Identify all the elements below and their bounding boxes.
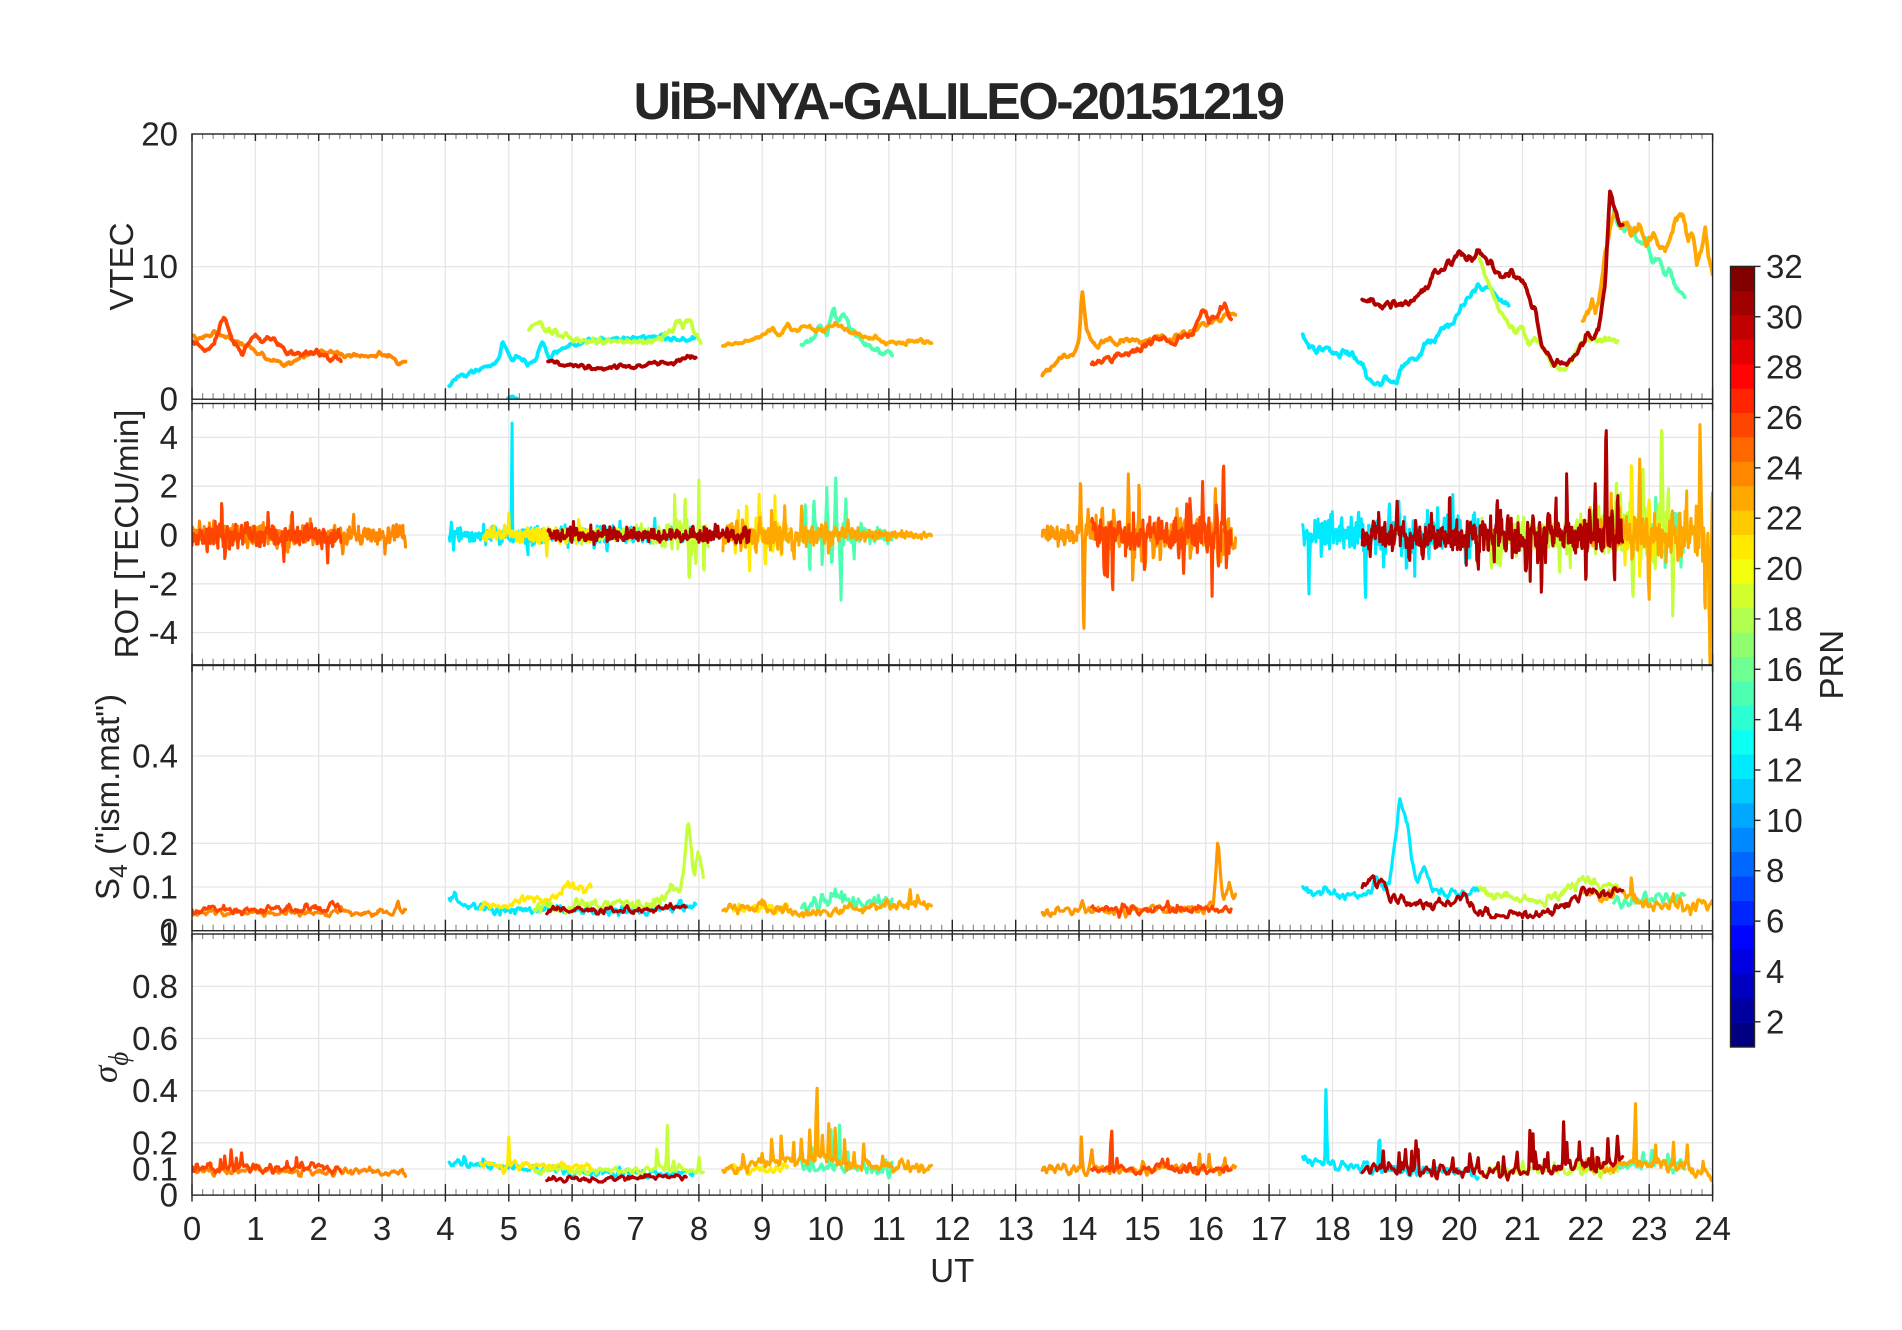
svg-text:19: 19	[1377, 1210, 1414, 1247]
svg-text:18: 18	[1766, 600, 1803, 637]
svg-text:32: 32	[1766, 248, 1803, 285]
svg-text:17: 17	[1251, 1210, 1288, 1247]
svg-text:20: 20	[141, 116, 178, 153]
svg-text:9: 9	[753, 1210, 771, 1247]
svg-text:3: 3	[373, 1210, 391, 1247]
svg-text:0.1: 0.1	[132, 1151, 178, 1188]
svg-text:0: 0	[160, 381, 178, 418]
svg-text:UiB-NYA-GALILEO-20151219: UiB-NYA-GALILEO-20151219	[634, 73, 1284, 131]
svg-text:10: 10	[141, 248, 178, 285]
svg-text:4: 4	[436, 1210, 454, 1247]
svg-text:18: 18	[1314, 1210, 1351, 1247]
svg-text:16: 16	[1766, 651, 1803, 688]
svg-text:8: 8	[690, 1210, 708, 1247]
svg-text:20: 20	[1441, 1210, 1478, 1247]
svg-text:26: 26	[1766, 399, 1803, 436]
svg-text:0.2: 0.2	[132, 1124, 178, 1161]
svg-text:1: 1	[246, 1210, 264, 1247]
svg-text:0.1: 0.1	[132, 869, 178, 906]
svg-text:0.4: 0.4	[132, 1072, 178, 1109]
svg-text:6: 6	[563, 1210, 581, 1247]
svg-text:16: 16	[1187, 1210, 1224, 1247]
svg-text:S4 ("ism.mat"): S4 ("ism.mat")	[89, 694, 133, 900]
svg-text:1: 1	[160, 916, 178, 953]
svg-text:2: 2	[1766, 1003, 1784, 1040]
svg-text:13: 13	[997, 1210, 1034, 1247]
svg-text:0.2: 0.2	[132, 825, 178, 862]
svg-text:UT: UT	[930, 1252, 974, 1289]
svg-text:14: 14	[1766, 701, 1803, 738]
svg-text:10: 10	[807, 1210, 844, 1247]
svg-text:10: 10	[1766, 802, 1803, 839]
svg-text:22: 22	[1766, 500, 1803, 537]
svg-text:PRN: PRN	[1813, 630, 1850, 700]
svg-text:28: 28	[1766, 349, 1803, 386]
svg-text:0: 0	[183, 1210, 201, 1247]
svg-text:12: 12	[1766, 752, 1803, 789]
svg-text:24: 24	[1766, 449, 1803, 486]
svg-text:2: 2	[310, 1210, 328, 1247]
svg-text:20: 20	[1766, 550, 1803, 587]
svg-text:7: 7	[626, 1210, 644, 1247]
svg-text:8: 8	[1766, 852, 1784, 889]
svg-text:0: 0	[160, 1177, 178, 1214]
svg-text:0.6: 0.6	[132, 1020, 178, 1057]
svg-text:2: 2	[160, 468, 178, 505]
svg-text:22: 22	[1568, 1210, 1605, 1247]
svg-text:14: 14	[1061, 1210, 1098, 1247]
svg-text:4: 4	[160, 419, 178, 456]
svg-text:11: 11	[872, 1210, 906, 1247]
svg-text:30: 30	[1766, 298, 1803, 335]
svg-text:23: 23	[1631, 1210, 1668, 1247]
svg-text:-4: -4	[149, 614, 178, 651]
svg-text:6: 6	[1766, 903, 1784, 940]
svg-text:4: 4	[1766, 953, 1784, 990]
svg-text:0.8: 0.8	[132, 968, 178, 1005]
svg-text:5: 5	[500, 1210, 518, 1247]
svg-text:12: 12	[934, 1210, 971, 1247]
svg-text:VTEC: VTEC	[103, 222, 140, 310]
svg-text:15: 15	[1124, 1210, 1161, 1247]
svg-text:21: 21	[1504, 1210, 1541, 1247]
svg-text:0: 0	[160, 912, 178, 949]
svg-text:0.4: 0.4	[132, 737, 178, 774]
svg-text:24: 24	[1694, 1210, 1731, 1247]
svg-text:-2: -2	[149, 565, 178, 602]
svg-text:0: 0	[160, 517, 178, 554]
svg-text:ROT [TECU/min]: ROT [TECU/min]	[108, 410, 145, 659]
